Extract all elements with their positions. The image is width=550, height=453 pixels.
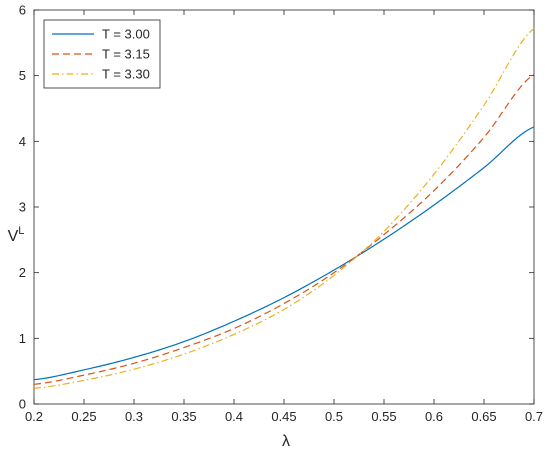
y-tick-label: 6 xyxy=(19,3,26,18)
x-tick-label: 0.2 xyxy=(25,409,43,424)
x-tick-label: 0.5 xyxy=(325,409,343,424)
series-line-1 xyxy=(33,126,535,381)
legend-label-3: T = 3.30 xyxy=(102,67,150,82)
legend: T = 3.00 T = 3.15 T = 3.30 xyxy=(43,19,161,89)
x-tick-label: 0.65 xyxy=(471,409,496,424)
series-line-3 xyxy=(33,27,535,389)
y-tick-label: 5 xyxy=(19,68,26,83)
series-lines xyxy=(33,27,535,389)
y-tick-label: 0 xyxy=(19,397,26,412)
y-axis-label-sup: L xyxy=(18,225,24,237)
y-tick-label: 4 xyxy=(19,134,26,149)
y-tick-label: 3 xyxy=(19,200,26,215)
x-tick-label: 0.6 xyxy=(425,409,443,424)
x-tick-label: 0.35 xyxy=(171,409,196,424)
series-line-2 xyxy=(33,73,535,385)
x-axis-label: λ xyxy=(282,433,290,450)
y-tick-label: 1 xyxy=(19,331,26,346)
legend-label-1: T = 3.00 xyxy=(102,27,150,42)
x-tick-label: 0.3 xyxy=(125,409,143,424)
y-tick-label: 2 xyxy=(19,265,26,280)
legend-label-2: T = 3.15 xyxy=(102,47,150,62)
x-tick-label: 0.7 xyxy=(525,409,543,424)
x-tick-label: 0.55 xyxy=(371,409,396,424)
x-tick-label: 0.4 xyxy=(225,409,243,424)
axis-ticks: 0.2 0.25 0.3 0.35 0.4 0.45 0.5 0.55 0.6 0.65 0.7 0 1… xyxy=(19,3,543,425)
x-tick-label: 0.25 xyxy=(71,409,96,424)
y-axis-label-main: V xyxy=(8,228,19,245)
x-tick-label: 0.45 xyxy=(271,409,296,424)
y-axis-label: VL xyxy=(8,225,25,245)
